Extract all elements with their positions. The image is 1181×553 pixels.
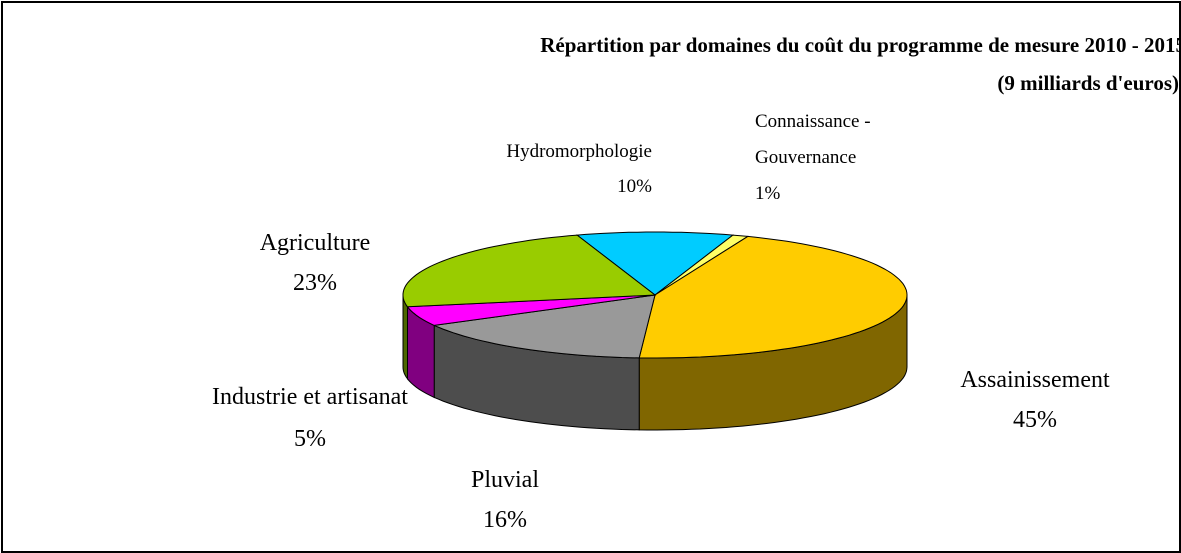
value-label: 16%	[483, 507, 527, 533]
pie-slice	[575, 231, 735, 296]
slice-label: Pluvial 16%	[405, 460, 605, 540]
pie	[402, 231, 908, 431]
slice-label: Industrie et artisanat 5%	[210, 376, 410, 460]
category-label: Hydromorphologie	[506, 141, 652, 162]
pie-slice	[402, 234, 657, 308]
value-label: 10%	[617, 176, 652, 197]
pie-slice	[406, 294, 656, 326]
category-label: Pluvial	[470, 467, 539, 493]
category-label: Agriculture	[259, 230, 371, 256]
value-label: 23%	[293, 270, 337, 296]
value-label: 5%	[294, 426, 326, 452]
category-label: Connaissance - Gouvernance	[755, 111, 871, 168]
slice-label: Hydromorphologie 10%	[440, 134, 652, 204]
pie-slice-side	[402, 294, 408, 381]
value-label: 45%	[1013, 407, 1057, 433]
pie-slice	[432, 294, 656, 359]
chart-subtitle: (9 milliards d'euros)	[997, 71, 1179, 95]
category-label: Industrie et artisanat	[212, 384, 408, 410]
slice-label: Agriculture 23%	[215, 223, 415, 303]
slice-label: Assainissement 45%	[935, 360, 1135, 440]
slice-label: Connaissance - Gouvernance 1%	[755, 104, 935, 212]
value-label: 1%	[755, 183, 781, 204]
chart-title: Répartition par domaines du coût du prog…	[540, 33, 1181, 57]
category-label: Assainissement	[960, 367, 1110, 393]
pie-slice	[638, 235, 908, 359]
